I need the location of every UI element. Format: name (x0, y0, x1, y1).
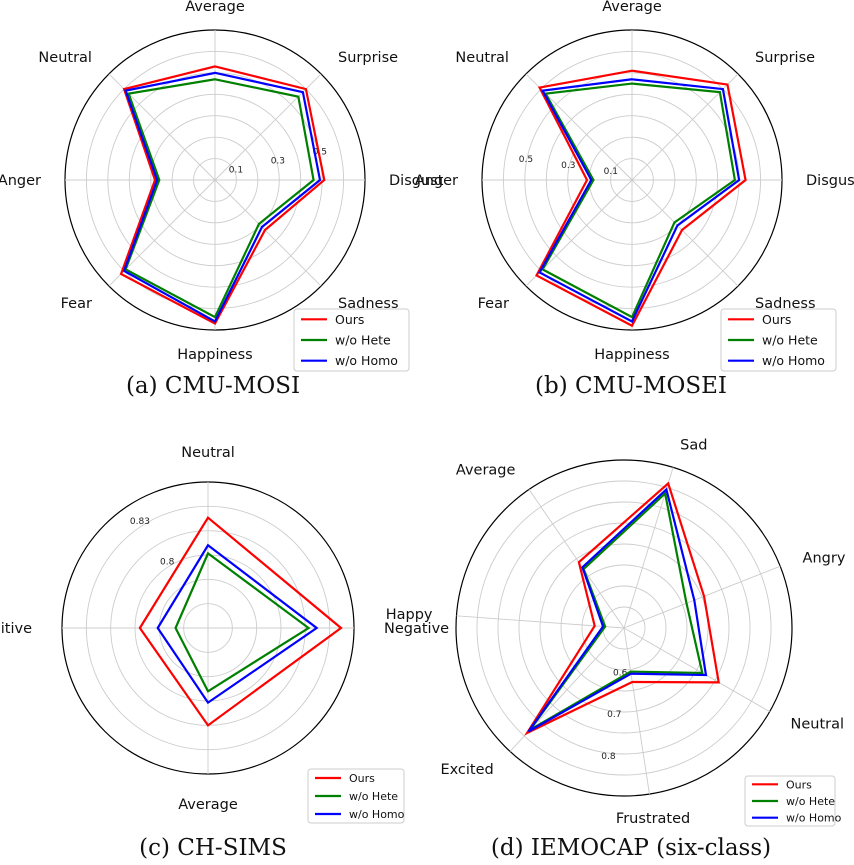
axis-label-angry: Angry (803, 550, 846, 566)
axis-label-positive: Positive (0, 621, 32, 637)
axis-label-neutral: Neutral (38, 50, 92, 66)
tick-label: 0.1 (229, 166, 243, 176)
tick-label: 0.5 (519, 155, 533, 165)
spoke-average (528, 489, 625, 629)
axis-label-surprise: Surprise (755, 50, 815, 66)
series-line-w-o-hete (124, 78, 315, 319)
legend-label-w-o-homo: w/o Homo (762, 353, 825, 368)
spoke-neutral (623, 627, 770, 713)
legend-label-ours: Ours (349, 772, 375, 785)
axis-label-disgust: Disgust (806, 173, 854, 189)
axis-label-negative: Negative (384, 621, 449, 637)
radar-chart-a-cmu-mosi: Average Surprise Disgust Sadness Happiness Fe… (0, 0, 444, 372)
spoke-sadness (631, 179, 739, 287)
legend-label-ours: Ours (335, 312, 364, 327)
legend-label-w-o-homo: w/o Homo (335, 353, 398, 368)
legend-label-w-o-homo: w/o Homo (786, 812, 842, 825)
axis-label-neutral: Neutral (791, 717, 845, 733)
legend-box (307, 768, 405, 824)
tick-label: 0.3 (271, 157, 285, 167)
grid-ring (539, 543, 709, 713)
caption-iemocap: (d) IEMOCAP (six-class) (490, 835, 772, 861)
legend-box (293, 308, 410, 372)
axis-label-sadness: Sadness (755, 296, 816, 312)
series-line-w-o-homo (122, 71, 322, 323)
series-line-w-o-homo (156, 543, 319, 705)
series-line-ours (138, 516, 343, 727)
axis-label-neutral: Neutral (181, 445, 235, 461)
tick-label: 0.6 (613, 669, 628, 679)
axis-label-excited: Excited (440, 762, 493, 778)
series-line-w-o-homo (527, 487, 708, 733)
axis-label-average: Average (456, 463, 516, 479)
legend-label-ours: Ours (786, 778, 812, 791)
legend: Ours w/o Hete w/o Homo (720, 308, 837, 372)
grid-ring (560, 564, 688, 692)
radar-chart-c-ch-sims: Neutral Negative Average Positive 0.8 0.83 Our… (0, 445, 449, 824)
spoke-angry (623, 565, 781, 629)
axis-label-surprise: Surprise (338, 50, 398, 66)
legend-label-w-o-hete: w/o Hete (786, 795, 835, 808)
legend-label-w-o-hete: w/o Hete (349, 790, 398, 803)
series-line-w-o-hete (174, 551, 311, 693)
tick-label: 0.8 (601, 752, 616, 762)
caption-cmu-mosi: (a) CMU-MOSI (125, 373, 301, 399)
legend-box (744, 775, 836, 827)
series-line-ours (535, 69, 747, 328)
axis-label-disgust: Disgust (389, 173, 444, 189)
axis-label-average: Average (185, 0, 245, 15)
legend: Ours w/o Hete w/o Homo (293, 308, 410, 372)
spoke-happy (456, 615, 625, 629)
series-line-ours (119, 65, 326, 326)
axis-label-average: Average (178, 797, 238, 813)
axis-label-happiness: Happiness (594, 347, 669, 363)
series-line-w-o-hete (541, 82, 737, 319)
legend: Ours w/o Hete w/o Homo (307, 768, 405, 824)
legend-label-w-o-hete: w/o Hete (335, 333, 391, 348)
axis-label-happiness: Happiness (177, 347, 252, 363)
polar-frame (455, 459, 793, 797)
legend-label-ours: Ours (762, 312, 791, 327)
tick-label: 0.83 (130, 517, 150, 527)
spoke-frustrated (623, 627, 650, 795)
axis-label-fear: Fear (61, 296, 92, 312)
legend-label-w-o-hete: w/o Hete (762, 333, 818, 348)
radar-chart-d-iemocap-six-class: Sad Angry Neutral Frustrated Excited Happy Ave… (386, 437, 846, 826)
tick-label: 0.3 (561, 161, 575, 171)
axis-label-anger: Anger (0, 173, 41, 189)
axis-label-frustrated: Frustrated (616, 811, 690, 827)
legend-box (720, 308, 837, 372)
axis-label-sad: Sad (680, 437, 707, 453)
axis-label-sadness: Sadness (338, 296, 399, 312)
grid-ring (497, 501, 751, 755)
tick-label: 0.1 (604, 167, 618, 177)
caption-cmu-mosei: (b) CMU-MOSEI (535, 373, 727, 399)
spoke-sadness (214, 179, 322, 287)
caption-ch-sims: (c) CH-SIMS (139, 835, 287, 861)
grid-ring (581, 585, 667, 671)
series-line-w-o-homo (538, 78, 741, 323)
tick-label: 0.8 (160, 557, 175, 567)
legend-label-w-o-homo: w/o Homo (349, 808, 405, 821)
axis-label-anger: Anger (415, 173, 458, 189)
axis-label-average: Average (602, 0, 662, 15)
radar-chart-b-cmu-mosei: Average Surprise Disgust Sadness Happiness Fe… (415, 0, 854, 372)
axis-label-fear: Fear (478, 296, 509, 312)
axis-label-neutral: Neutral (455, 50, 509, 66)
legend: Ours w/o Hete w/o Homo (744, 775, 842, 827)
series-line-ours (524, 481, 721, 736)
axis-label-happy: Happy (386, 607, 433, 623)
tick-label: 0.7 (607, 710, 621, 720)
grid-ring (476, 480, 772, 776)
